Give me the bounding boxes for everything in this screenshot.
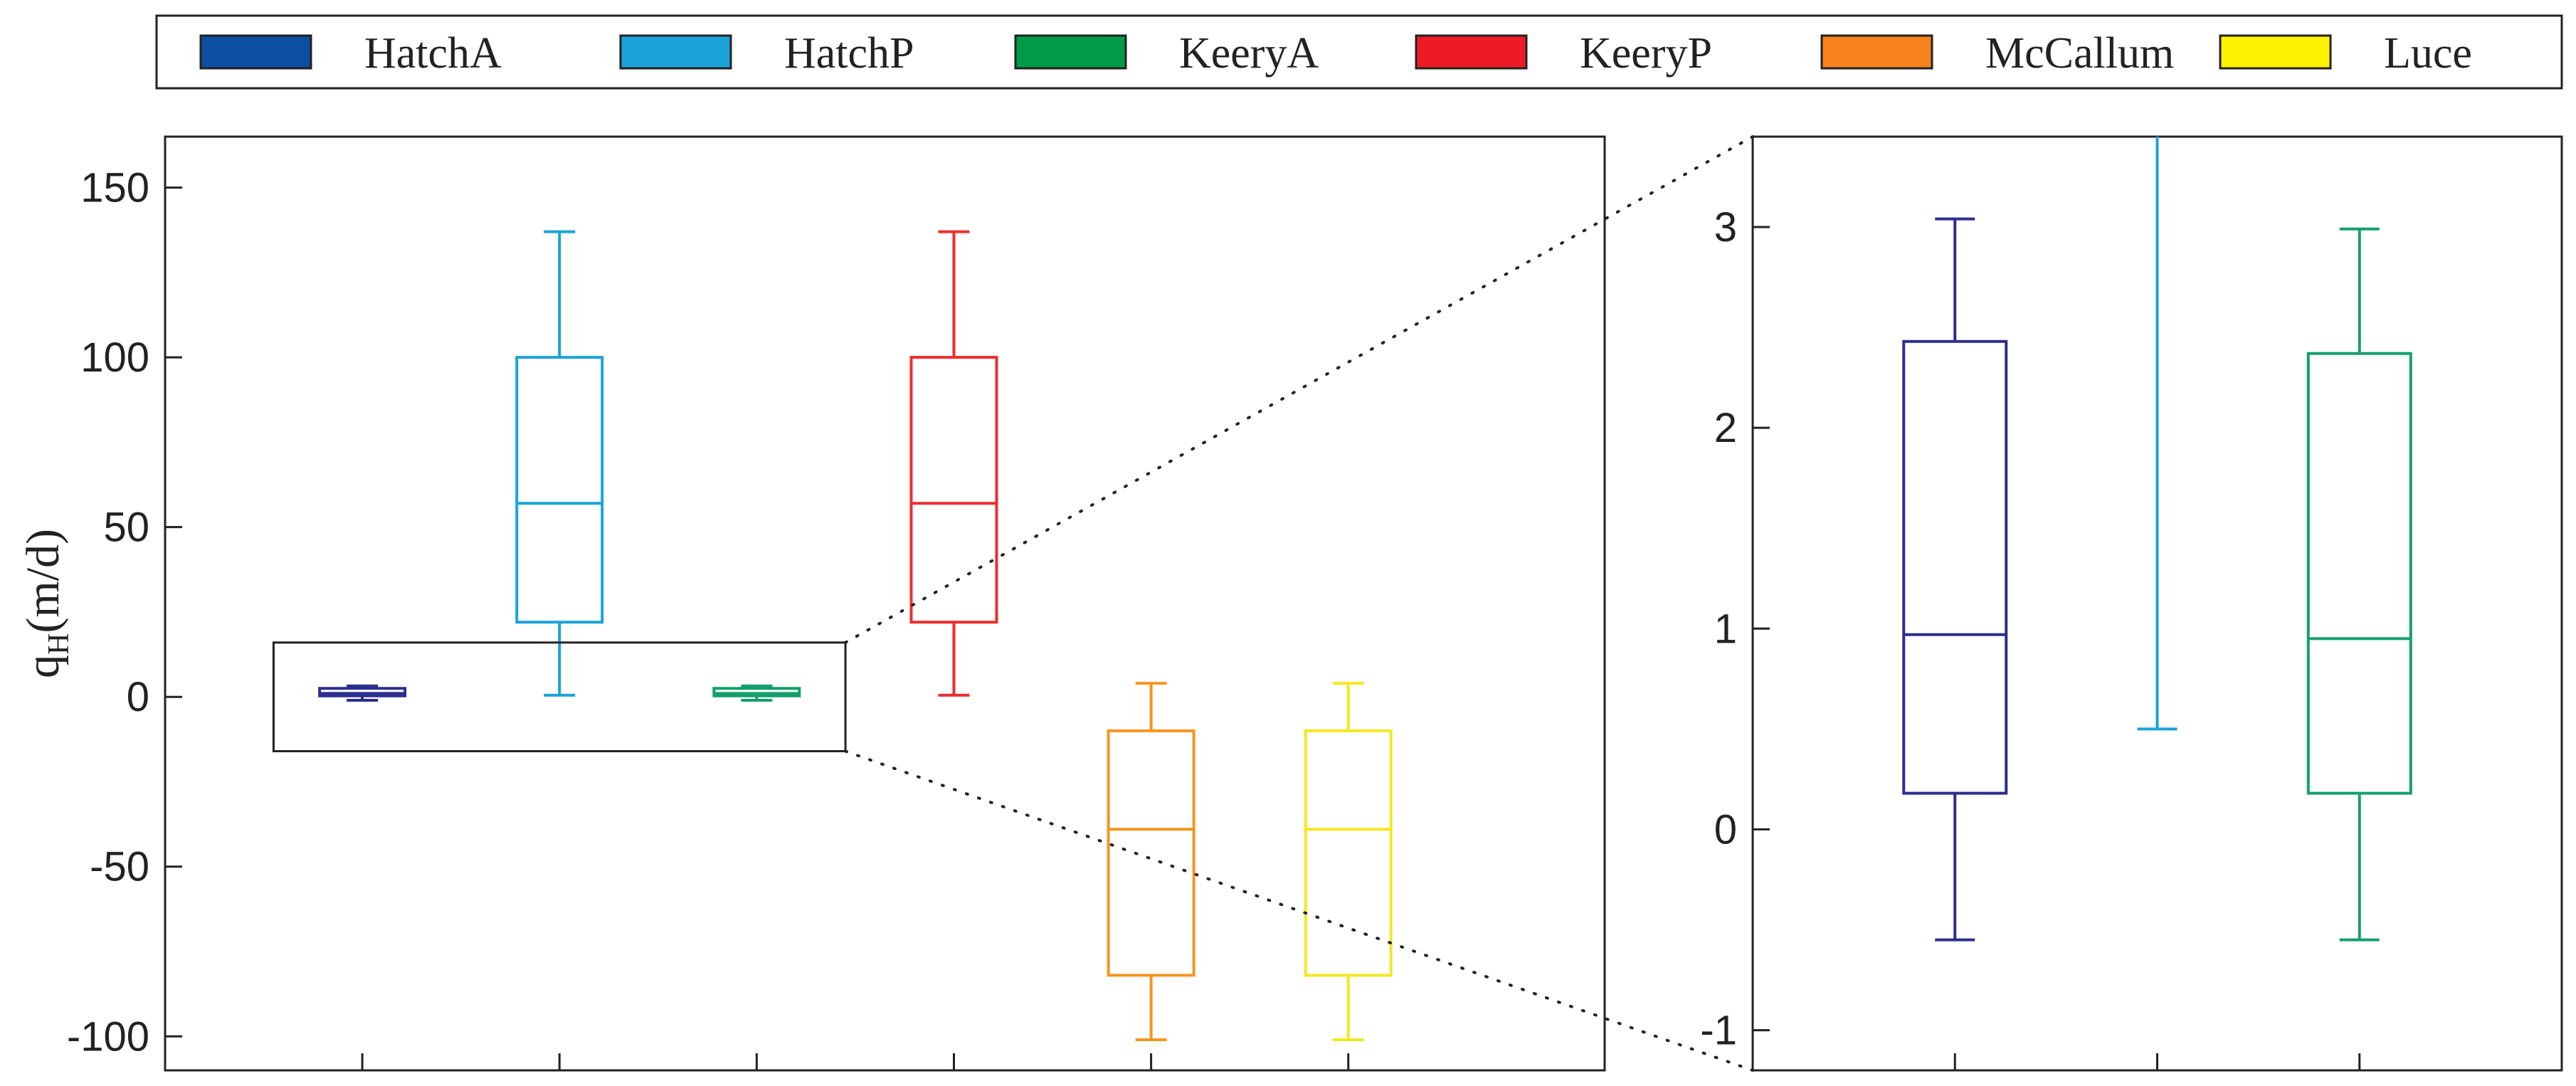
box-hatchp xyxy=(515,230,604,697)
iqr-box-hatcha xyxy=(1902,339,2008,795)
y-tick-label: 3 xyxy=(1714,204,1737,251)
y-axis-label-unit: (m/d) xyxy=(17,529,69,633)
legend-swatch-keeryp xyxy=(1415,34,1528,70)
y-tick-label: 100 xyxy=(80,334,149,381)
legend-swatch-hatcha xyxy=(199,34,312,70)
box-hatcha xyxy=(318,684,407,702)
legend-label-mccallum: McCallum xyxy=(1985,29,2174,78)
y-tick-label: 150 xyxy=(80,165,149,211)
inset-plot: 3 2 1 0 -1 xyxy=(1700,135,2563,1072)
y-tick-label: 1 xyxy=(1714,606,1737,652)
zoom-region-box xyxy=(272,641,847,753)
y-tick-label: 0 xyxy=(127,674,149,720)
legend-label-luce: Luce xyxy=(2384,29,2472,78)
main-plot-frame xyxy=(164,135,1606,1072)
y-tick-label: -100 xyxy=(67,1013,149,1060)
legend-label-hatcha: HatchA xyxy=(364,29,502,78)
legend-label-hatchp: HatchP xyxy=(784,29,914,78)
y-tick-label: 50 xyxy=(103,505,149,551)
iqr-box-luce xyxy=(1304,729,1393,977)
y-axis-label-symbol: q xyxy=(17,655,69,678)
iqr-box-mccallum xyxy=(1107,729,1195,977)
box-hatchp xyxy=(2137,137,2178,731)
main-plot: 150 100 50 0 -50 -100 qH(m/d) xyxy=(17,135,1606,1072)
y-tick-label: -50 xyxy=(90,844,149,890)
zoom-connector-bottom xyxy=(844,749,1754,1072)
y-tick-label: 2 xyxy=(1714,405,1737,451)
legend: HatchA HatchP KeeryA KeeryP McCallum Luce xyxy=(155,14,2563,90)
y-axis-label-subscript: H xyxy=(43,633,75,655)
legend-label-keeryp: KeeryP xyxy=(1580,29,1712,78)
iqr-box-keerya xyxy=(2306,352,2412,795)
legend-label-keerya: KeeryA xyxy=(1179,29,1319,78)
iqr-box-hatchp xyxy=(515,356,604,624)
box-luce xyxy=(1304,682,1393,1042)
legend-swatch-keerya xyxy=(1014,34,1127,70)
legend-swatch-mccallum xyxy=(1820,34,1933,70)
y-tick-label: 0 xyxy=(1714,806,1737,853)
box-keerya xyxy=(712,684,801,702)
box-hatcha xyxy=(1902,217,2008,942)
y-axis-label: qH(m/d) xyxy=(17,529,75,678)
box-keeryp xyxy=(909,230,998,697)
iqr-box-keeryp xyxy=(909,356,998,624)
legend-swatch-luce xyxy=(2219,34,2332,70)
box-mccallum xyxy=(1107,682,1195,1042)
legend-frame xyxy=(155,14,2563,90)
legend-swatch-hatchp xyxy=(619,34,732,70)
y-tick-label: -1 xyxy=(1700,1008,1737,1054)
box-keerya xyxy=(2306,227,2412,942)
